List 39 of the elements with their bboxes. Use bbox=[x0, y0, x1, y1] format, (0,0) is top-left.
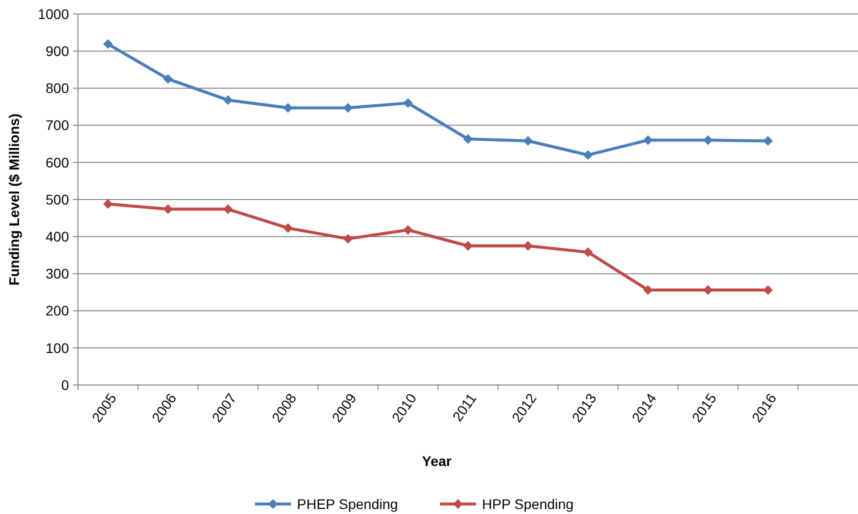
point bbox=[283, 223, 293, 233]
y-tick-label: 800 bbox=[46, 80, 70, 96]
point bbox=[763, 136, 773, 146]
point bbox=[523, 136, 533, 146]
y-tick-label: 900 bbox=[46, 43, 70, 59]
point bbox=[343, 234, 353, 244]
point bbox=[583, 247, 593, 258]
point bbox=[103, 39, 113, 49]
point bbox=[703, 135, 713, 145]
x-axis-title: Year bbox=[422, 453, 452, 469]
point bbox=[403, 225, 413, 235]
point bbox=[223, 95, 233, 105]
y-tick-label: 0 bbox=[61, 376, 70, 393]
point bbox=[643, 135, 653, 145]
y-tick-label: 500 bbox=[46, 191, 70, 208]
y-tick-label: 400 bbox=[46, 228, 70, 244]
point bbox=[163, 74, 173, 84]
point bbox=[223, 204, 233, 214]
y-tick-label: 700 bbox=[46, 117, 70, 134]
point bbox=[523, 241, 533, 251]
y-tick-label: 300 bbox=[46, 266, 70, 282]
point bbox=[163, 204, 173, 214]
y-tick-label: 600 bbox=[46, 154, 70, 170]
point bbox=[343, 103, 353, 113]
legend-label: HPP Spending bbox=[482, 496, 574, 512]
point bbox=[463, 241, 473, 251]
point bbox=[643, 285, 653, 295]
y-axis-title: Funding Level ($ Millions) bbox=[6, 114, 22, 286]
point bbox=[283, 103, 293, 113]
point bbox=[583, 150, 593, 160]
y-tick-label: 200 bbox=[46, 302, 70, 319]
point bbox=[103, 199, 113, 209]
y-tick-label: 100 bbox=[46, 340, 70, 356]
y-tick-label: 1000 bbox=[38, 6, 70, 22]
point bbox=[703, 285, 713, 295]
point bbox=[463, 134, 473, 144]
point bbox=[763, 285, 773, 295]
legend-label: PHEP Spending bbox=[297, 496, 398, 512]
point bbox=[403, 98, 413, 108]
